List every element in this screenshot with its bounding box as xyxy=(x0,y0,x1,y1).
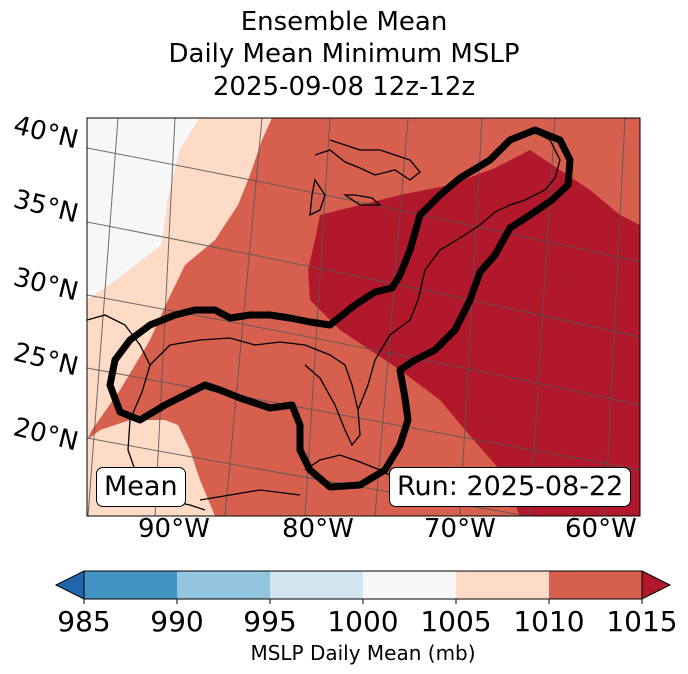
lon-line-70 xyxy=(459,118,483,516)
lat-line-25 xyxy=(87,367,640,471)
cbar-tick-1010: 1010 xyxy=(513,605,585,638)
colorbar-extend-low xyxy=(54,570,85,600)
colorbar-segment-990-995 xyxy=(177,571,270,599)
map-frame xyxy=(86,117,641,517)
colorbar-segment-985-990 xyxy=(84,571,177,599)
lon-line-75 xyxy=(374,118,409,516)
colorbar-segment-1005-1010 xyxy=(456,571,549,599)
mean-contour xyxy=(106,126,574,491)
cbar-tick-995: 995 xyxy=(243,605,297,638)
coast-yucatan xyxy=(199,489,301,501)
field-1015-band xyxy=(308,150,640,516)
lon-line-60 xyxy=(604,118,626,516)
lon-line-65 xyxy=(529,118,556,516)
lon-label-60: 60°W xyxy=(565,514,637,544)
cbar-tick-990: 990 xyxy=(150,605,204,638)
colorbar-label: MSLP Daily Mean (mb) xyxy=(250,641,476,665)
lat-line-35 xyxy=(87,221,640,338)
colorbar-segment-1000-1005 xyxy=(363,571,456,599)
lake-erie xyxy=(342,194,382,206)
lon-line-95 xyxy=(87,118,119,516)
lat-line-40 xyxy=(87,147,640,263)
cbar-tick-1005: 1005 xyxy=(420,605,492,638)
lake-michigan xyxy=(309,178,326,217)
great-lakes xyxy=(314,139,421,181)
colorbar-segment-995-1000 xyxy=(270,571,363,599)
field-1005-band-north xyxy=(87,118,272,440)
field-1000-band xyxy=(87,118,200,300)
colorbar-ticks xyxy=(83,599,643,604)
lat-line-30 xyxy=(87,294,640,406)
coast-gulf-florida xyxy=(149,337,361,447)
cbar-tick-1015: 1015 xyxy=(606,605,678,638)
title-line-2: Daily Mean Minimum MSLP xyxy=(168,39,520,69)
colorbar xyxy=(54,570,672,604)
lon-label-70: 70°W xyxy=(424,514,496,544)
title-line-3: 2025-09-08 12z-12z xyxy=(212,72,476,102)
mean-label-box: Mean xyxy=(96,467,186,507)
title-line-1: Ensemble Mean xyxy=(240,7,448,37)
cbar-tick-985: 985 xyxy=(57,605,111,638)
lon-line-80 xyxy=(304,118,331,516)
lon-label-90: 90°W xyxy=(138,514,210,544)
run-date-box: Run: 2025-08-22 xyxy=(389,467,632,507)
lon-label-80: 80°W xyxy=(282,514,354,544)
colorbar-segment-1010-1015 xyxy=(549,571,642,599)
cbar-tick-1000: 1000 xyxy=(327,605,399,638)
colorbar-extend-high xyxy=(641,570,672,600)
coast-east xyxy=(357,129,561,411)
pressure-field xyxy=(87,118,640,516)
